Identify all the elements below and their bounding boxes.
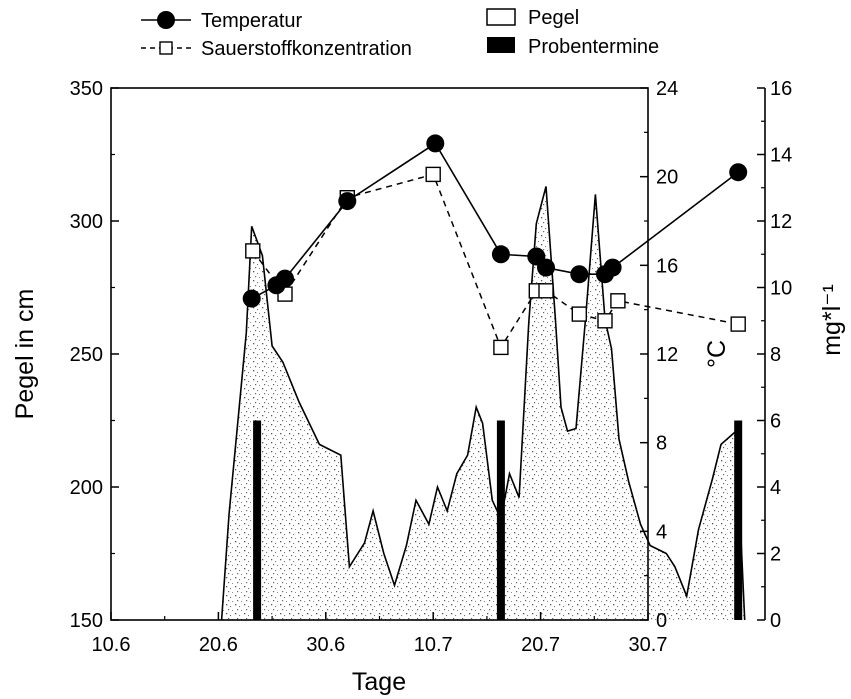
temperature-markers: [242, 134, 748, 308]
oxygen-axis-ticks: 0 2 4 6 8 10 12 14 16: [757, 78, 792, 632]
x-tick-label: 10.7: [414, 634, 453, 656]
sampling-bar: [734, 420, 743, 620]
oxygen-point: [597, 313, 613, 329]
left-tick-label: 250: [70, 344, 103, 366]
left-tick-label: 300: [70, 211, 103, 233]
oxygen-point: [610, 293, 626, 309]
sampling-bars: [253, 420, 743, 620]
x-axis-title: Tage: [352, 668, 406, 696]
legend-item-temperature: Temperatur: [141, 10, 302, 32]
oxygen-tick-label: 10: [770, 278, 792, 300]
oxygen-tick-label: 14: [770, 145, 792, 167]
x-tick-label: 20.7: [521, 634, 560, 656]
oxygen-tick-label: 0: [770, 610, 781, 632]
legend-item-oxygen: Sauerstoffkonzentration: [141, 38, 412, 60]
temperature-tick-label: 4: [656, 521, 667, 543]
x-tick-label: 20.6: [199, 634, 238, 656]
temperature-tick-label: 12: [656, 344, 678, 366]
left-tick-label: 200: [70, 477, 103, 499]
temperature-point: [491, 245, 510, 264]
legend-sampling-label: Probentermine: [528, 36, 659, 58]
oxygen-point: [425, 166, 441, 183]
temperature-axis-title: °C: [703, 340, 731, 368]
temperature-tick-label: 8: [656, 433, 667, 455]
oxygen-point: [493, 339, 509, 356]
oxygen-point: [245, 243, 261, 259]
legend: Temperatur Sauerstoffkonzentration Pegel…: [141, 7, 659, 60]
level-area: [221, 186, 745, 620]
x-axis-ticks: 10.6 20.6 30.6 10.7 20.7 30.7: [92, 612, 668, 656]
legend-item-level: Pegel: [486, 7, 579, 29]
temperature-point: [426, 134, 445, 153]
temperature-point: [570, 265, 589, 284]
legend-item-sampling: Probentermine: [487, 36, 659, 58]
oxygen-point: [571, 306, 587, 322]
legend-oxygen-label: Sauerstoffkonzentration: [201, 38, 412, 60]
temperature-tick-label: 16: [656, 255, 678, 277]
oxygen-point: [730, 316, 746, 332]
oxygen-tick-label: 4: [770, 477, 781, 499]
x-tick-label: 30.7: [629, 634, 668, 656]
oxygen-tick-label: 16: [770, 78, 792, 100]
oxygen-tick-label: 12: [770, 211, 792, 233]
temperature-point: [276, 269, 294, 288]
left-axis-title: Pegel in cm: [11, 289, 39, 420]
left-axis-ticks: 150 200 250 300 350: [70, 78, 119, 632]
x-tick-label: 10.6: [92, 634, 131, 656]
oxygen-point: [538, 283, 554, 299]
left-tick-label: 150: [70, 610, 103, 632]
oxygen-tick-label: 6: [770, 411, 781, 433]
x-tick-label: 30.6: [306, 634, 345, 656]
sampling-bar: [253, 420, 262, 620]
temperature-tick-label: 24: [656, 78, 678, 100]
temperature-tick-label: 0: [656, 610, 667, 632]
temperature-axis-ticks: 0 4 8 12 16 20 24: [640, 78, 678, 632]
oxygen-tick-label: 2: [770, 544, 781, 566]
oxygen-axis-title: mg*l⁻¹: [818, 284, 846, 356]
oxygen-tick-label: 8: [770, 344, 781, 366]
legend-level-label: Pegel: [528, 7, 579, 29]
temperature-point: [242, 289, 261, 308]
temperature-point: [338, 192, 357, 211]
temperature-point: [729, 163, 748, 182]
temperature-point: [603, 258, 622, 277]
temperature-tick-label: 20: [656, 167, 678, 189]
left-tick-label: 350: [70, 78, 103, 100]
legend-temperature-label: Temperatur: [201, 10, 302, 32]
temperature-point: [537, 258, 555, 277]
sampling-bar: [496, 420, 505, 620]
